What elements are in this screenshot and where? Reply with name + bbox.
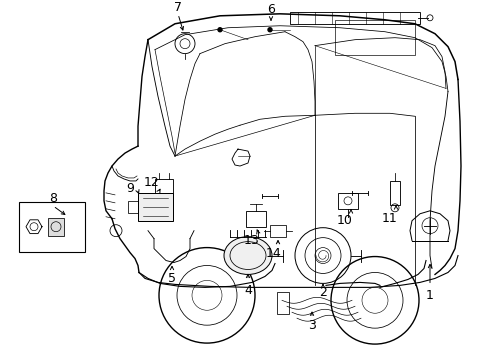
Bar — [48, 218, 64, 236]
Bar — [128, 201, 138, 213]
Bar — [389, 181, 399, 205]
Text: 12: 12 — [144, 176, 160, 189]
Polygon shape — [26, 220, 42, 234]
Bar — [334, 20, 414, 55]
Text: 6: 6 — [266, 3, 274, 16]
Circle shape — [267, 28, 271, 32]
Text: 11: 11 — [381, 212, 397, 225]
Bar — [19, 202, 85, 252]
Text: 4: 4 — [244, 284, 251, 297]
Bar — [245, 211, 265, 227]
Bar — [269, 225, 285, 237]
Text: 9: 9 — [126, 183, 134, 195]
Circle shape — [218, 28, 222, 32]
Bar — [337, 193, 357, 209]
Text: 2: 2 — [318, 286, 326, 299]
Bar — [155, 179, 173, 193]
Text: 1: 1 — [425, 289, 433, 302]
Bar — [138, 193, 173, 221]
Text: 8: 8 — [49, 192, 57, 205]
Text: 3: 3 — [307, 319, 315, 332]
Bar — [289, 12, 419, 24]
Text: 10: 10 — [336, 214, 352, 227]
Text: 13: 13 — [244, 234, 259, 247]
Bar — [276, 292, 288, 314]
Text: 14: 14 — [265, 247, 281, 260]
Ellipse shape — [224, 237, 271, 274]
Text: 7: 7 — [174, 1, 182, 14]
Text: 5: 5 — [168, 272, 176, 285]
